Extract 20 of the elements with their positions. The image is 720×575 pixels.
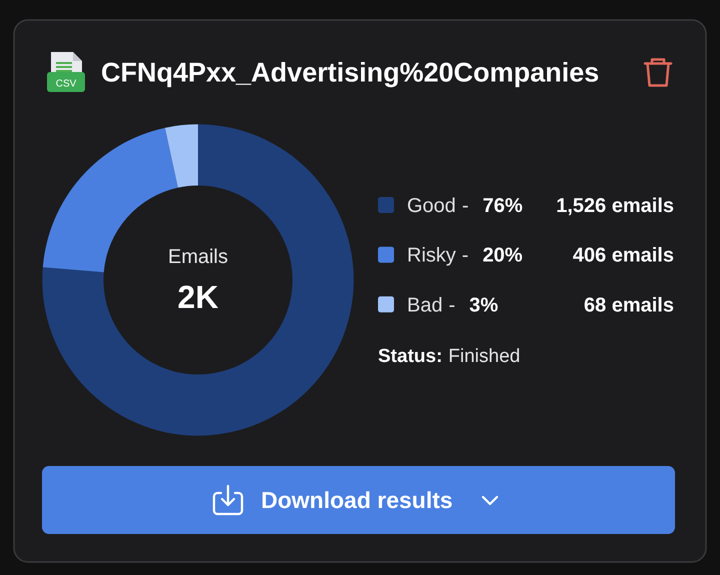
legend-label: Bad (407, 294, 443, 316)
text: Download results (261, 487, 453, 513)
chart-title: CFNq4Pxx_Advertising%20Companies (101, 58, 600, 88)
text: 76% (482, 195, 523, 217)
data-label: 406 emails (572, 244, 674, 267)
text: - (448, 294, 456, 316)
text: Finished (448, 346, 520, 367)
data-label: 68 emails (584, 294, 674, 316)
text: - (462, 195, 469, 217)
donut-slice (42, 124, 354, 436)
legend-label: Risky (407, 244, 456, 267)
text: 2K (178, 279, 218, 315)
text: 3% (469, 294, 498, 316)
data-label: 1,526 emails (556, 195, 674, 217)
text: 20% (482, 244, 523, 267)
donut-slice (164, 124, 198, 188)
text: - (462, 244, 469, 267)
text: Status: (378, 346, 442, 367)
text: Emails (168, 246, 228, 268)
legend-label: Good (407, 195, 456, 217)
